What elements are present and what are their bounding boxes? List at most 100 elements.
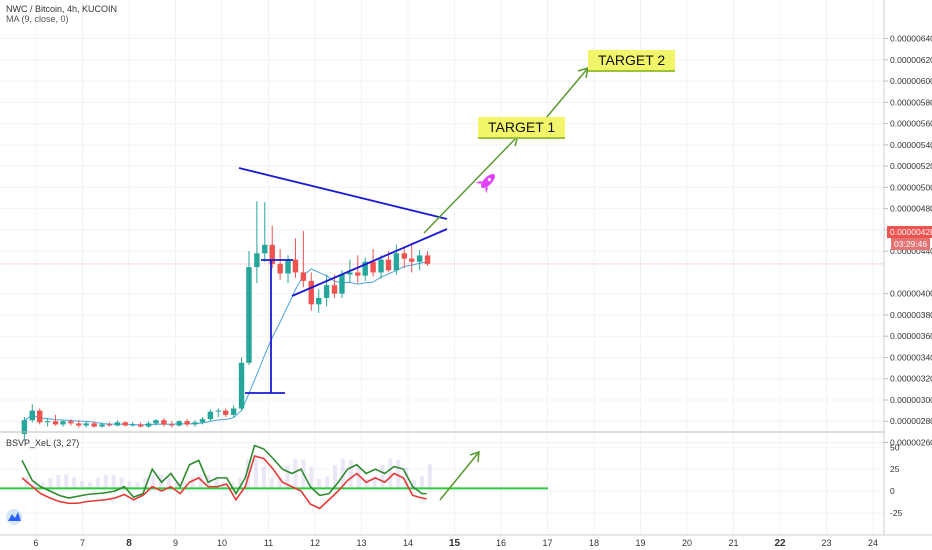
osc-hist-bar [419,475,424,489]
arrow-to-target2 [545,67,589,119]
candle-body [385,259,392,271]
price-tick-label: 0.00000300 [890,395,932,405]
tradingview-logo [6,509,22,525]
price-tick-label: 0.00000620 [890,55,932,65]
candle-body [269,244,275,264]
candle-body [316,297,322,305]
grid-lines [0,0,884,535]
candle-body [161,420,167,425]
time-tick-label: 20 [682,538,692,548]
osc-hist-bar [253,459,258,489]
osc-hist-bar [182,481,187,489]
price-tick-label: 0.00000260 [890,438,932,448]
candle-body [370,261,376,273]
target-1-label[interactable]: TARGET 1 [478,117,566,139]
price-tick-label: 0.00000440 [890,246,932,256]
candle-body [91,423,97,427]
osc-hist-bar [103,474,108,489]
time-tick-label: 23 [821,538,831,548]
candle-body [37,410,43,423]
time-tick-label: 11 [264,538,273,548]
osc-arrowhead [469,450,480,463]
osc-hist-bar [111,474,116,489]
candle-body [60,421,66,425]
candle-body [277,263,283,274]
candle-body [262,244,268,254]
price-tick-label: 0.00000320 [890,374,932,384]
price-tick-label: 0.00000600 [890,76,932,86]
osc-hist-bar [166,477,171,489]
candle-body [424,255,431,264]
candle-body [137,424,144,427]
countdown-tag: 03:29:46 [891,238,931,250]
candle-body [52,421,59,425]
time-tick-label: 21 [728,538,738,548]
osc-hist-bar [80,481,85,489]
osc-hist-bar [285,465,290,489]
osc-tick-label: 50 [890,442,900,452]
osc-hist-bar [64,474,69,489]
osc-hist-bar [56,474,61,489]
indicator-title[interactable]: BSVP_XeL (3, 27) [6,438,80,448]
candle-body [106,424,113,426]
candle-body [68,421,74,424]
time-tick-label: 10 [217,538,227,548]
candle-body [122,422,128,426]
logo-mark [8,512,21,521]
osc-hist-bar [364,479,369,489]
price-tick-label: 0.00000500 [890,182,932,192]
candle-body [331,285,338,294]
osc-hist-bar [325,476,330,489]
drawing-tools [238,66,589,394]
candle-body [130,424,136,426]
osc-hist-bar [317,478,322,489]
osc-hist-bar [269,478,274,489]
target-2-label[interactable]: TARGET 2 [588,50,676,72]
time-tick-label: 6 [33,538,38,548]
price-tick-label: 0.00000540 [890,140,932,150]
price-tick-label: 0.00000480 [890,204,932,214]
ma-legend[interactable]: MA (9, close, 0) [6,14,69,24]
time-tick-label: 18 [589,538,599,548]
osc-hist-bar [238,477,243,489]
price-tick-label: 0.00000280 [890,416,932,426]
triangle-lower-line [291,228,448,297]
osc-hist-bar [87,482,92,489]
time-tick-label: 14 [403,538,413,548]
osc-hist-bar [119,477,124,489]
osc-line-green [21,444,427,499]
candle-body [114,422,121,426]
osc-hist-bar [332,465,337,489]
candle-body [76,423,82,426]
candle-body [339,274,345,294]
rocket-window [487,177,492,182]
osc-hist-bar [32,481,37,489]
osc-hist-bar [246,459,251,489]
osc-hist-bar [151,474,156,489]
time-tick-label: 19 [635,538,645,548]
osc-hist-bar [95,477,100,489]
candle-body [153,420,159,424]
rocket-body [481,174,495,188]
rocket-fins [475,181,488,194]
osc-hist-bar [127,481,132,489]
time-tick-label: 12 [310,538,320,548]
candle-body [169,424,175,426]
time-tick-label: 8 [126,538,132,549]
candle-body [199,419,206,423]
osc-hist-bar [174,481,179,489]
osc-hist-bar [40,482,45,489]
candle-body [401,253,407,259]
osc-hist-bar [356,467,361,489]
price-tick-label: 0.00000580 [890,97,932,107]
symbol-title[interactable]: NWC / Bitcoin, 4h, KUCOIN [6,4,118,14]
candle-body [184,421,190,425]
price-tick-label: 0.00000640 [890,34,932,44]
indicator-legend: BSVP_XeL (3, 27) [6,438,79,448]
osc-histogram [24,458,432,489]
ma-9-line [24,261,428,426]
osc-hist-bar [293,459,298,489]
osc-hist-bar [348,459,353,489]
osc-hist-bar [404,467,409,489]
